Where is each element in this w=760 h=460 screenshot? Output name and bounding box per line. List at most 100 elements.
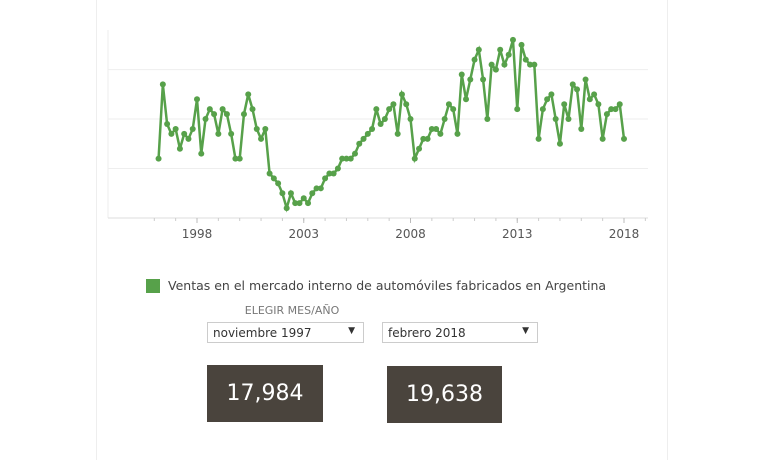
filter-title: ELEGIR MES/AÑO bbox=[244, 304, 340, 317]
data-point bbox=[275, 180, 282, 187]
data-point bbox=[164, 121, 171, 127]
from-value-box: 17,984 bbox=[207, 365, 323, 422]
data-point bbox=[403, 101, 410, 108]
data-point bbox=[599, 135, 606, 142]
x-tick-label: 1998 bbox=[182, 227, 213, 241]
data-point bbox=[292, 200, 299, 207]
data-point bbox=[463, 96, 470, 103]
data-point bbox=[279, 190, 286, 197]
data-point bbox=[211, 111, 218, 118]
data-point bbox=[522, 56, 529, 63]
data-point bbox=[420, 135, 427, 142]
legend-swatch bbox=[146, 278, 160, 293]
data-point bbox=[527, 61, 534, 68]
data-point bbox=[249, 106, 256, 113]
data-point bbox=[548, 91, 555, 98]
data-point bbox=[262, 125, 269, 132]
data-point bbox=[505, 51, 512, 58]
data-point bbox=[172, 125, 179, 132]
data-point bbox=[535, 135, 542, 142]
data-point bbox=[198, 150, 205, 157]
data-point bbox=[578, 125, 585, 132]
data-point bbox=[176, 145, 183, 152]
data-point bbox=[206, 106, 213, 113]
data-point bbox=[445, 101, 452, 108]
data-point bbox=[492, 66, 499, 73]
data-point bbox=[369, 125, 376, 132]
data-point bbox=[424, 135, 431, 142]
data-point bbox=[591, 91, 598, 98]
data-point bbox=[377, 121, 384, 127]
to-value-box: 19,638 bbox=[387, 366, 502, 423]
data-point bbox=[360, 135, 367, 142]
data-point bbox=[394, 130, 401, 137]
data-point bbox=[518, 41, 525, 48]
data-point bbox=[501, 61, 508, 68]
from-month-dropdown[interactable]: noviembre 1997 ▼ bbox=[207, 322, 364, 343]
data-point bbox=[497, 46, 504, 53]
data-point bbox=[437, 130, 444, 137]
sales-line-chart: 1998 2003 2008 2013 2018 bbox=[107, 30, 648, 241]
data-point bbox=[398, 91, 405, 98]
legend-label: Ventas en el mercado interno de automóvi… bbox=[168, 278, 607, 293]
from-value: 17,984 bbox=[226, 381, 304, 406]
data-point bbox=[283, 205, 290, 212]
data-point bbox=[317, 185, 324, 192]
data-point bbox=[168, 130, 175, 137]
data-point bbox=[509, 36, 516, 43]
data-point bbox=[189, 125, 196, 132]
data-point bbox=[159, 81, 166, 88]
data-point bbox=[185, 135, 192, 142]
data-point bbox=[351, 150, 358, 157]
x-tick-label: 2008 bbox=[395, 227, 426, 241]
data-point bbox=[356, 140, 363, 147]
data-point bbox=[608, 106, 615, 113]
data-point bbox=[561, 101, 568, 108]
to-value: 19,638 bbox=[406, 382, 483, 407]
data-point bbox=[480, 76, 487, 83]
data-point bbox=[582, 76, 589, 83]
chevron-down-icon: ▼ bbox=[522, 326, 529, 336]
data-point bbox=[544, 96, 551, 103]
data-point bbox=[514, 106, 521, 113]
data-point bbox=[407, 116, 414, 123]
data-point bbox=[467, 76, 474, 83]
data-point bbox=[612, 106, 619, 113]
data-point bbox=[240, 111, 247, 118]
data-point bbox=[228, 130, 235, 137]
data-point bbox=[390, 101, 397, 108]
data-point bbox=[531, 61, 538, 68]
to-month-value: febrero 2018 bbox=[388, 326, 466, 340]
data-point bbox=[556, 140, 563, 147]
data-point bbox=[433, 125, 440, 132]
data-point bbox=[296, 200, 303, 207]
data-point bbox=[194, 96, 200, 103]
data-point bbox=[232, 155, 239, 162]
data-point bbox=[202, 116, 209, 123]
data-point bbox=[347, 155, 354, 162]
data-point bbox=[258, 135, 265, 142]
data-point bbox=[603, 111, 610, 118]
dashboard-card bbox=[96, 0, 668, 460]
data-point bbox=[386, 106, 393, 113]
chevron-down-icon: ▼ bbox=[348, 326, 355, 336]
data-point bbox=[574, 86, 581, 93]
data-point bbox=[475, 46, 482, 53]
data-point bbox=[305, 200, 312, 207]
x-tick-label: 2013 bbox=[502, 227, 533, 241]
data-point bbox=[313, 185, 320, 192]
data-point bbox=[621, 135, 627, 142]
data-point bbox=[223, 111, 230, 118]
data-point bbox=[416, 145, 423, 152]
data-point bbox=[569, 81, 576, 88]
data-point bbox=[287, 190, 294, 197]
data-point bbox=[364, 130, 371, 137]
x-tick-label: 2018 bbox=[609, 227, 640, 241]
data-point bbox=[219, 106, 226, 113]
data-point bbox=[454, 130, 461, 137]
to-month-dropdown[interactable]: febrero 2018 ▼ bbox=[382, 322, 538, 343]
data-point bbox=[270, 175, 277, 182]
data-point bbox=[488, 61, 495, 68]
data-point bbox=[236, 155, 243, 162]
data-point bbox=[441, 116, 448, 123]
